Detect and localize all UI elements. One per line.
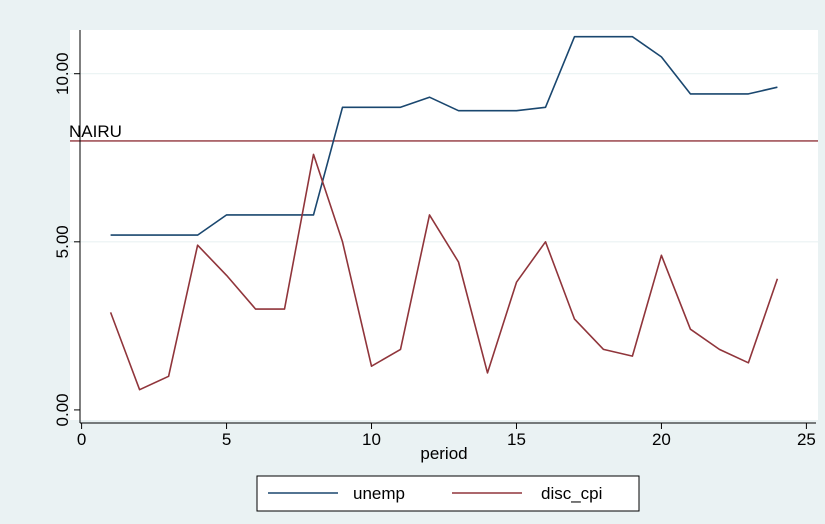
- x-axis-title: period: [420, 444, 467, 463]
- x-tick-label-2: 10: [362, 430, 381, 449]
- series-lines: [109, 35, 779, 391]
- x-tick-label-0: 0: [77, 430, 86, 449]
- x-tick-label-1: 5: [222, 430, 231, 449]
- series-line-disc-cpi: [109, 153, 779, 391]
- y-tick-label-0: 0.00: [53, 393, 72, 426]
- x-tick-label-3: 15: [507, 430, 526, 449]
- legend: unemp disc_cpi: [256, 475, 640, 512]
- reference-line-group: NAIRU: [69, 122, 818, 142]
- nairu-label: NAIRU: [69, 122, 122, 141]
- grid-lines: [70, 73, 818, 243]
- x-tick-label-5: 25: [797, 430, 816, 449]
- legend-label-unemp: unemp: [353, 484, 405, 503]
- plot-area: [70, 30, 818, 420]
- series-line-unemp: [110, 35, 778, 236]
- axes: 0.00 5.00 10.00 0 5 10 15 20 25: [53, 30, 816, 449]
- y-tick-label-2: 10.00: [53, 52, 72, 95]
- x-tick-label-4: 20: [652, 430, 671, 449]
- legend-label-disc-cpi: disc_cpi: [541, 484, 602, 503]
- y-tick-label-1: 5.00: [53, 225, 72, 258]
